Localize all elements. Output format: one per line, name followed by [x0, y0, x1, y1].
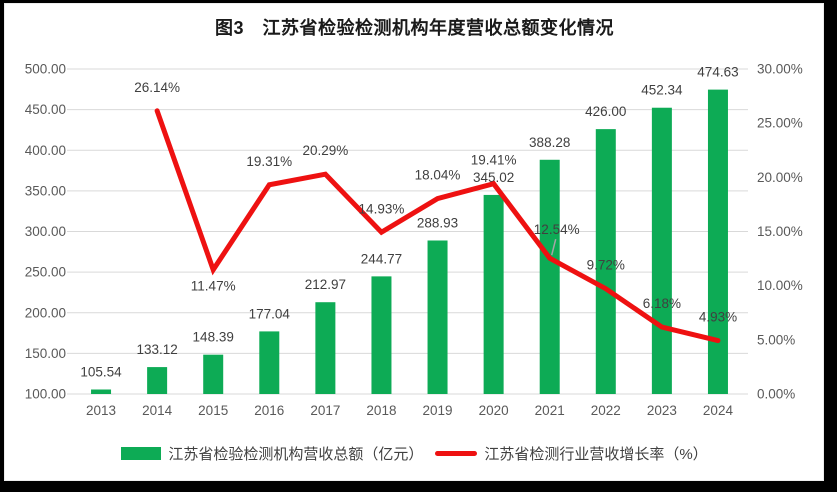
growth-rate-line — [154, 108, 721, 344]
bar-label: 212.97 — [305, 277, 346, 292]
bar-label: 177.04 — [249, 306, 291, 321]
line-label: 19.41% — [471, 153, 517, 168]
x-axis-label: 2024 — [703, 403, 734, 418]
y-axis-label-left: 200.00 — [25, 305, 66, 320]
line-label: 9.72% — [587, 258, 625, 273]
bar-series-swatch-icon — [121, 446, 162, 460]
line-label: 26.14% — [134, 80, 180, 95]
y-axis-label-right: 20.00% — [757, 170, 803, 185]
y-axis-label-right: 30.00% — [757, 62, 803, 77]
line-label: 11.47% — [191, 279, 236, 294]
bar-2016 — [259, 331, 280, 394]
y-axis-label-left: 100.00 — [25, 387, 66, 402]
bar-2019 — [427, 240, 448, 394]
bar-2015 — [203, 354, 224, 394]
bar-label: 452.34 — [641, 83, 683, 98]
bar-label: 288.93 — [417, 215, 458, 230]
x-axis-label: 2015 — [198, 403, 228, 418]
x-axis-label: 2019 — [423, 403, 453, 418]
bar-label: 133.12 — [136, 342, 177, 357]
line-series-swatch-icon — [435, 450, 478, 456]
bar-label: 388.28 — [529, 135, 570, 150]
y-axis-label-left: 400.00 — [25, 143, 66, 158]
legend-label-growth-rate: 江苏省检测行业营收增长率（%） — [484, 445, 708, 463]
y-axis-label-right: 15.00% — [757, 224, 803, 239]
y-axis-label-left: 500.00 — [25, 62, 66, 77]
chart-title: 图3 江苏省检验检测机构年度营收总额变化情况 — [214, 18, 614, 38]
y-axis-label-left: 250.00 — [25, 265, 66, 280]
line-label: 14.93% — [359, 201, 405, 216]
bar-2023 — [651, 107, 672, 394]
bar-label: 426.00 — [585, 104, 626, 119]
legend-item-revenue: 江苏省检验检测机构营收总额（亿元） — [121, 443, 423, 464]
x-axis-label: 2013 — [86, 403, 116, 418]
bar-2020 — [483, 194, 504, 394]
x-axis-label: 2023 — [647, 403, 677, 418]
bar-2024 — [707, 89, 728, 394]
chart-canvas — [4, 3, 824, 481]
legend-label-revenue: 江苏省检验检测机构营收总额（亿元） — [168, 445, 424, 463]
x-axis-label: 2020 — [479, 403, 509, 418]
bar-2013 — [91, 389, 112, 394]
bar-label: 105.54 — [80, 364, 122, 379]
y-axis-label-left: 350.00 — [25, 183, 66, 198]
legend-item-growth-rate: 江苏省检测行业营收增长率（%） — [435, 443, 708, 464]
bar-2017 — [315, 302, 336, 394]
x-axis-label: 2016 — [254, 403, 284, 418]
x-axis-label: 2021 — [535, 403, 565, 418]
x-axis-label: 2017 — [310, 403, 340, 418]
line-label: 18.04% — [415, 168, 461, 183]
y-axis-label-left: 300.00 — [25, 224, 66, 239]
x-axis-label: 2022 — [591, 403, 621, 418]
line-label: 12.54% — [534, 222, 580, 237]
bar-label: 148.39 — [193, 330, 234, 345]
x-axis-label: 2018 — [366, 403, 396, 418]
bar-label: 345.02 — [473, 170, 514, 185]
bar-2018 — [371, 276, 392, 394]
y-axis-label-right: 25.00% — [757, 116, 803, 131]
y-axis-label-right: 10.00% — [757, 278, 803, 293]
chart-legend: 江苏省检验检测机构营收总额（亿元） 江苏省检测行业营收增长率（%） — [4, 443, 825, 463]
bar-2021 — [539, 159, 560, 394]
x-axis-label: 2014 — [142, 403, 173, 418]
line-label: 4.93% — [699, 310, 737, 325]
bar-2022 — [595, 129, 616, 394]
bar-label: 474.63 — [697, 65, 738, 80]
y-axis-label-left: 150.00 — [25, 346, 66, 361]
y-axis-label-right: 5.00% — [757, 332, 795, 347]
line-label: 19.31% — [246, 154, 292, 169]
label-leader-line — [550, 238, 557, 256]
bar-2014 — [147, 367, 168, 394]
y-axis-label-left: 450.00 — [25, 102, 66, 117]
line-label: 20.29% — [302, 143, 348, 158]
line-label: 6.18% — [643, 296, 681, 311]
y-axis-label-right: 0.00% — [757, 387, 795, 402]
bar-label: 244.77 — [361, 251, 402, 266]
